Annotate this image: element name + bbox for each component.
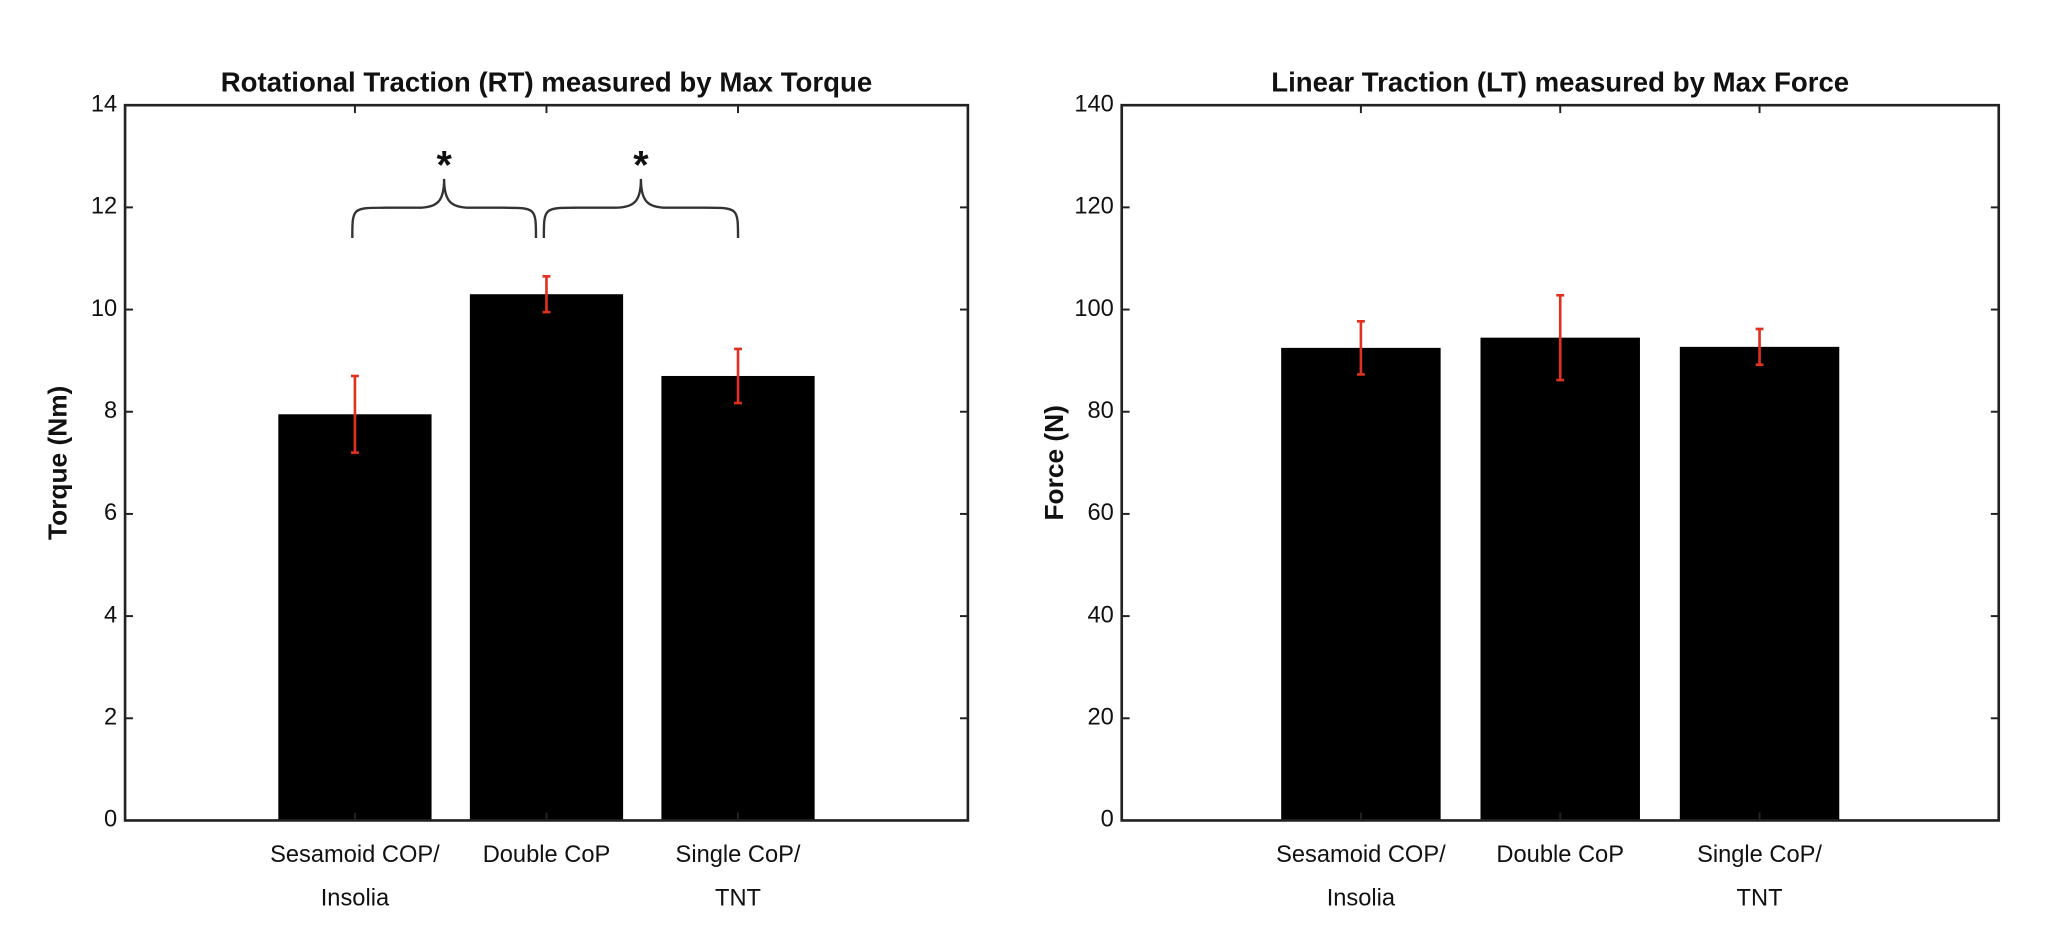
- y-tick-label: 60: [1088, 500, 1114, 526]
- significance-brace: [351, 178, 538, 238]
- x-tick-label: Sesamoid COP/: [270, 842, 440, 868]
- y-axis-label: Force (N): [1039, 405, 1069, 520]
- y-tick-label: 100: [1074, 296, 1113, 322]
- bar: [469, 294, 624, 821]
- bar: [661, 375, 815, 821]
- x-tick-label: TNT: [1737, 886, 1783, 912]
- significance-mark: *: [633, 144, 649, 188]
- y-tick-label: 20: [1088, 705, 1114, 731]
- y-tick-label: 0: [104, 807, 117, 833]
- bar: [278, 414, 432, 821]
- y-tick-label: 80: [1088, 398, 1114, 424]
- chart-title: Linear Traction (LT) measured by Max For…: [1271, 66, 1849, 97]
- chart-title: Rotational Traction (RT) measured by Max…: [221, 66, 872, 97]
- significance-mark: *: [436, 144, 452, 188]
- y-tick-label: 6: [104, 500, 117, 526]
- x-tick-label: Insolia: [321, 886, 390, 912]
- y-tick-label: 0: [1101, 807, 1114, 833]
- x-tick-label: Double CoP: [1496, 842, 1624, 868]
- x-tick-label: Single CoP/: [676, 842, 801, 868]
- x-tick-label: Insolia: [1327, 886, 1396, 912]
- x-tick-label: Sesamoid COP/: [1276, 842, 1446, 868]
- axes-box: [1120, 103, 2001, 822]
- x-tick-label: Single CoP/: [1697, 842, 1822, 868]
- y-tick-label: 14: [91, 91, 117, 117]
- y-tick-label: 140: [1074, 91, 1113, 117]
- x-tick-label: TNT: [715, 886, 761, 912]
- y-tick-label: 10: [91, 296, 117, 322]
- y-tick-label: 4: [104, 602, 117, 628]
- y-axis-label: Torque (Nm): [42, 386, 72, 540]
- axes-box: [123, 103, 970, 822]
- y-tick-label: 12: [91, 194, 117, 220]
- bar: [1480, 337, 1640, 821]
- x-tick-label: Double CoP: [483, 842, 611, 868]
- bar: [1281, 347, 1441, 821]
- bar: [1679, 346, 1840, 821]
- y-tick-label: 8: [104, 398, 117, 424]
- y-tick-label: 2: [104, 705, 117, 731]
- y-tick-label: 40: [1088, 602, 1114, 628]
- y-tick-label: 120: [1074, 194, 1113, 220]
- significance-brace: [542, 178, 740, 238]
